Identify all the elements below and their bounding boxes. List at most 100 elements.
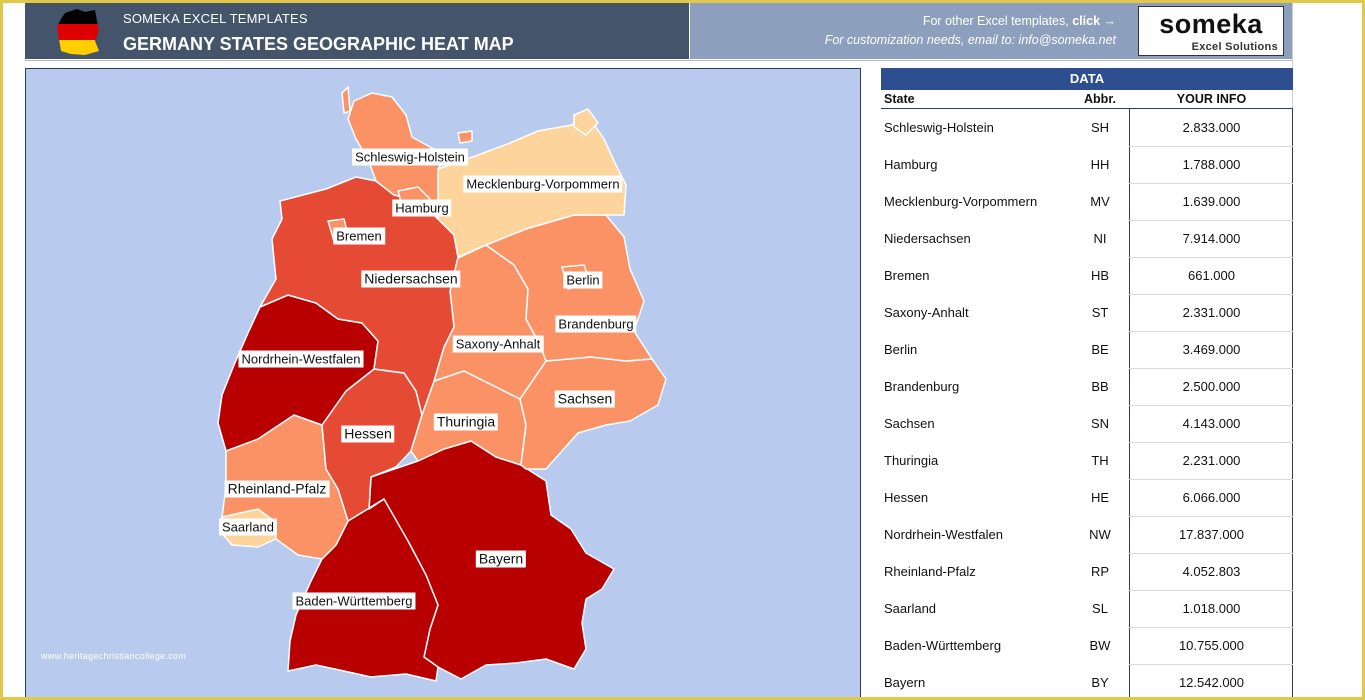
cell-abbr[interactable]: HE (1090, 490, 1110, 505)
cell-state[interactable]: Nordrhein-Westfalen (884, 527, 1003, 542)
cell-abbr[interactable]: BB (1091, 379, 1109, 394)
cell-your-info[interactable]: 7.914.000 (1182, 231, 1241, 246)
header-links-area: For other Excel templates, click → For c… (690, 3, 1292, 59)
island-fehmarn (457, 130, 473, 144)
table-row: Sachsen SN 4.143.000 (881, 405, 1293, 442)
cell-abbr[interactable]: BW (1089, 638, 1111, 653)
cell-abbr[interactable]: TH (1091, 453, 1109, 468)
cell-your-info[interactable]: 12.542.000 (1178, 675, 1245, 690)
cell-abbr[interactable]: ST (1091, 305, 1109, 320)
state-baden-wuerttemberg[interactable] (287, 498, 439, 682)
table-row: Berlin BE 3.469.000 (881, 331, 1293, 368)
cell-state[interactable]: Niedersachsen (884, 231, 971, 246)
map-label-nordrhein-westfalen: Nordrhein-Westfalen (238, 350, 364, 368)
cell-your-info[interactable]: 4.052.803 (1182, 564, 1241, 579)
table-row: Mecklenburg-Vorpommern MV 1.639.000 (881, 183, 1293, 220)
cell-abbr[interactable]: HB (1090, 268, 1110, 283)
cell-your-info[interactable]: 2.231.000 (1182, 453, 1241, 468)
cell-state[interactable]: Hamburg (884, 157, 938, 172)
cell-your-info[interactable]: 1.639.000 (1182, 194, 1241, 209)
cell-state[interactable]: Schleswig-Holstein (884, 120, 994, 135)
cell-state[interactable]: Thuringia (884, 453, 939, 468)
watermark-text: www.heritagechristiancollege.com (41, 651, 187, 661)
cell-state[interactable]: Rheinland-Pfalz (884, 564, 976, 579)
cell-your-info[interactable]: 10.755.000 (1178, 638, 1245, 653)
page-title: GERMANY STATES GEOGRAPHIC HEAT MAP (123, 34, 514, 54)
cell-your-info[interactable]: 1.018.000 (1182, 601, 1241, 616)
table-row: Rheinland-Pfalz RP 4.052.803 (881, 553, 1293, 590)
cell-abbr[interactable]: NW (1089, 527, 1111, 542)
table-row: Saxony-Anhalt ST 2.331.000 (881, 294, 1293, 331)
cell-abbr[interactable]: MV (1090, 194, 1110, 209)
row-divider (1129, 368, 1293, 369)
table-row: Hamburg HH 1.788.000 (881, 146, 1293, 183)
someka-logo[interactable]: someka Excel Solutions (1138, 6, 1284, 56)
cell-abbr[interactable]: BE (1091, 342, 1109, 357)
your-info-column (1129, 109, 1293, 700)
cell-state[interactable]: Mecklenburg-Vorpommern (884, 194, 1038, 209)
row-divider (1129, 553, 1293, 554)
row-divider (1129, 664, 1293, 665)
cell-state[interactable]: Saxony-Anhalt (884, 305, 969, 320)
cell-state[interactable]: Baden-Württemberg (884, 638, 1002, 653)
cell-abbr[interactable]: NI (1093, 231, 1107, 246)
click-link[interactable]: click → (1072, 14, 1116, 28)
map-label-bayern: Bayern (475, 550, 527, 568)
cell-state[interactable]: Bremen (884, 268, 930, 283)
row-divider (1129, 590, 1293, 591)
data-table: DATA State Abbr. YOUR INFO Schleswig-Hol… (881, 68, 1293, 700)
data-table-header: State Abbr. YOUR INFO (881, 90, 1293, 109)
cell-state[interactable]: Berlin (884, 342, 918, 357)
header-state: State (884, 92, 915, 106)
cell-abbr[interactable]: SL (1092, 601, 1108, 616)
map-label-mecklenburg-vorpommern: Mecklenburg-Vorpommern (463, 175, 623, 193)
state-sachsen[interactable] (519, 356, 667, 470)
cell-state[interactable]: Brandenburg (884, 379, 960, 394)
map-label-sachsen: Sachsen (554, 390, 616, 408)
island-sylt (341, 86, 351, 114)
cell-your-info[interactable]: 2.331.000 (1182, 305, 1241, 320)
header-divider (25, 60, 1293, 61)
map-label-berlin: Berlin (563, 271, 603, 289)
cell-abbr[interactable]: RP (1090, 564, 1110, 579)
row-divider (1129, 442, 1293, 443)
table-row: Bremen HB 661.000 (881, 257, 1293, 294)
customization-email-text[interactable]: For customization needs, email to: info@… (824, 33, 1116, 47)
cell-state[interactable]: Bayern (884, 675, 926, 690)
cell-your-info[interactable]: 3.469.000 (1182, 342, 1241, 357)
cell-state[interactable]: Sachsen (884, 416, 935, 431)
map-label-rheinland-pfalz: Rheinland-Pfalz (224, 480, 330, 498)
map-label-hamburg: Hamburg (392, 199, 452, 217)
cell-abbr[interactable]: BY (1091, 675, 1109, 690)
cell-your-info[interactable]: 4.143.000 (1182, 416, 1241, 431)
island-ruegen (573, 108, 599, 136)
map-label-hessen: Hessen (341, 425, 395, 443)
map-label-brandenburg: Brandenburg (555, 315, 637, 333)
cell-your-info[interactable]: 6.066.000 (1182, 490, 1241, 505)
cell-your-info[interactable]: 1.788.000 (1182, 157, 1241, 172)
cell-state[interactable]: Hessen (884, 490, 929, 505)
map-label-saarland: Saarland (218, 518, 278, 536)
cell-abbr[interactable]: HH (1090, 157, 1110, 172)
table-row: Baden-Württemberg BW 10.755.000 (881, 627, 1293, 664)
cell-your-info[interactable]: 17.837.000 (1178, 527, 1245, 542)
map-label-bremen: Bremen (333, 227, 385, 245)
cell-state[interactable]: Saarland (884, 601, 937, 616)
data-table-title: DATA (881, 68, 1293, 90)
map-label-schleswig-holstein: Schleswig-Holstein (352, 148, 468, 166)
header-abbr: Abbr. (1084, 92, 1116, 106)
table-row: Niedersachsen NI 7.914.000 (881, 220, 1293, 257)
brand-subtitle: SOMEKA EXCEL TEMPLATES (123, 11, 308, 26)
cell-your-info[interactable]: 2.500.000 (1182, 379, 1241, 394)
map-label-baden-wuerttemberg: Baden-Württemberg (292, 592, 416, 610)
cell-abbr[interactable]: SH (1090, 120, 1110, 135)
cell-abbr[interactable]: SN (1090, 416, 1110, 431)
map-label-niedersachsen: Niedersachsen (361, 270, 461, 288)
other-templates-line: For other Excel templates, click → (923, 14, 1116, 28)
table-row: Nordrhein-Westfalen NW 17.837.000 (881, 516, 1293, 553)
cell-your-info[interactable]: 2.833.000 (1182, 120, 1241, 135)
row-divider (1129, 331, 1293, 332)
header-banner: SOMEKA EXCEL TEMPLATES GERMANY STATES GE… (25, 3, 689, 59)
row-divider (1129, 183, 1293, 184)
cell-your-info[interactable]: 661.000 (1188, 268, 1235, 283)
